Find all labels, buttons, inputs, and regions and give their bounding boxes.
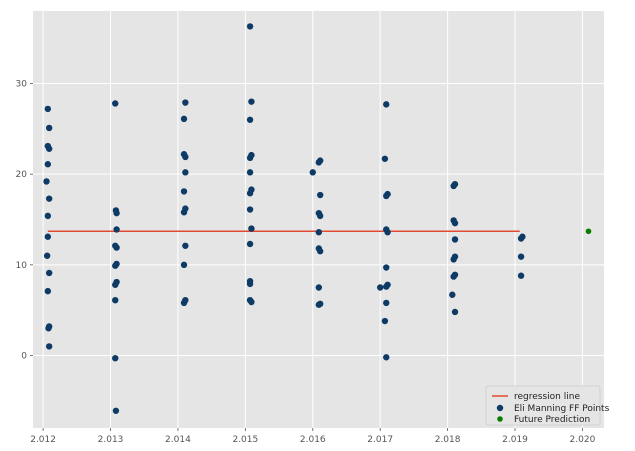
data-point xyxy=(44,212,52,220)
data-point xyxy=(112,296,119,304)
legend-swatch-eli-manning-ff-points xyxy=(496,404,504,412)
plot-area xyxy=(33,11,604,428)
data-point xyxy=(180,115,188,123)
axis-ticks: 2.012 2.013 2.014 2.015 2.016 2.017 2.018 2.019… xyxy=(16,80,596,445)
data-point xyxy=(316,212,324,220)
data-point xyxy=(112,281,119,288)
x-tick-label: 2.018 xyxy=(435,435,461,445)
data-point xyxy=(180,188,188,195)
x-tick-label: 2.020 xyxy=(570,435,596,445)
grid xyxy=(33,11,604,428)
data-point xyxy=(383,264,390,271)
data-point xyxy=(180,261,188,269)
data-point xyxy=(376,284,384,291)
data-point xyxy=(43,178,50,185)
data-point xyxy=(383,192,390,200)
data-point xyxy=(309,169,316,176)
data-point xyxy=(451,219,459,227)
data-point xyxy=(180,209,188,216)
data-point xyxy=(246,169,254,176)
legend-label-regression-line: regression line xyxy=(514,392,580,402)
data-point xyxy=(450,256,457,263)
data-point xyxy=(383,101,390,108)
data-point xyxy=(45,145,53,152)
data-point xyxy=(449,291,456,298)
data-point xyxy=(113,244,120,251)
data-point xyxy=(451,236,459,243)
data-point xyxy=(112,407,120,414)
data-point xyxy=(45,124,53,132)
data-point xyxy=(383,299,390,307)
data-point xyxy=(246,23,254,30)
prediction-point xyxy=(585,228,592,235)
data-point xyxy=(517,235,525,242)
data-point xyxy=(45,269,53,277)
x-tick-label: 2.013 xyxy=(98,435,124,445)
y-tick-label: 30 xyxy=(16,80,28,90)
x-tick-label: 2.019 xyxy=(502,435,528,445)
data-point xyxy=(44,161,52,168)
data-point xyxy=(517,253,525,260)
x-tick-label: 2.014 xyxy=(165,435,191,445)
legend-label-eli-manning-ff-points: Eli Manning FF Points xyxy=(514,404,610,414)
data-point xyxy=(248,225,255,232)
data-point xyxy=(45,343,53,350)
x-tick-label: 2.016 xyxy=(300,435,326,445)
series-marks xyxy=(43,23,592,414)
data-point xyxy=(44,105,52,113)
data-point xyxy=(112,100,119,107)
data-point xyxy=(182,242,189,249)
data-point xyxy=(246,154,254,162)
data-point xyxy=(246,190,254,197)
data-point xyxy=(248,98,255,105)
legend-box xyxy=(485,385,601,426)
legend: regression line Eli Manning FF PointsFutu… xyxy=(485,385,610,426)
legend-swatch-future-prediction xyxy=(497,416,503,422)
y-tick-label: 0 xyxy=(21,351,27,361)
data-point xyxy=(246,116,254,123)
data-point xyxy=(113,209,120,217)
data-point xyxy=(44,287,52,295)
data-point xyxy=(384,228,391,236)
x-tick-label: 2.015 xyxy=(232,435,258,445)
legend-entries: regression line Eli Manning FF PointsFutu… xyxy=(492,392,610,425)
data-point xyxy=(315,301,323,308)
data-point xyxy=(315,228,323,236)
y-tick-label: 20 xyxy=(16,170,28,180)
data-point xyxy=(182,153,189,161)
legend-label-future-prediction: Future Prediction xyxy=(514,415,590,425)
data-point xyxy=(180,299,188,307)
data-point xyxy=(517,272,525,279)
data-point xyxy=(451,308,459,316)
data-point xyxy=(246,240,254,248)
data-point xyxy=(450,182,457,190)
data-point xyxy=(450,273,457,280)
x-tick-label: 2.017 xyxy=(367,435,393,445)
y-tick-label: 10 xyxy=(16,261,28,271)
data-point xyxy=(381,155,389,162)
data-point xyxy=(381,317,389,325)
data-point xyxy=(246,206,254,213)
x-tick-label: 2.012 xyxy=(30,435,56,445)
data-point xyxy=(383,354,390,361)
data-point xyxy=(182,99,189,106)
data-point xyxy=(43,252,51,259)
data-point xyxy=(182,169,189,176)
data-point xyxy=(45,325,52,332)
data-point xyxy=(315,284,323,291)
data-point xyxy=(383,283,390,290)
data-point xyxy=(316,248,324,255)
data-point xyxy=(113,226,120,233)
data-point xyxy=(44,233,52,240)
data-point xyxy=(316,191,324,199)
data-point xyxy=(248,298,255,306)
data-point xyxy=(112,262,119,269)
data-point xyxy=(45,195,53,202)
data-point xyxy=(246,280,254,288)
data-point xyxy=(315,159,323,166)
data-point xyxy=(112,354,119,362)
